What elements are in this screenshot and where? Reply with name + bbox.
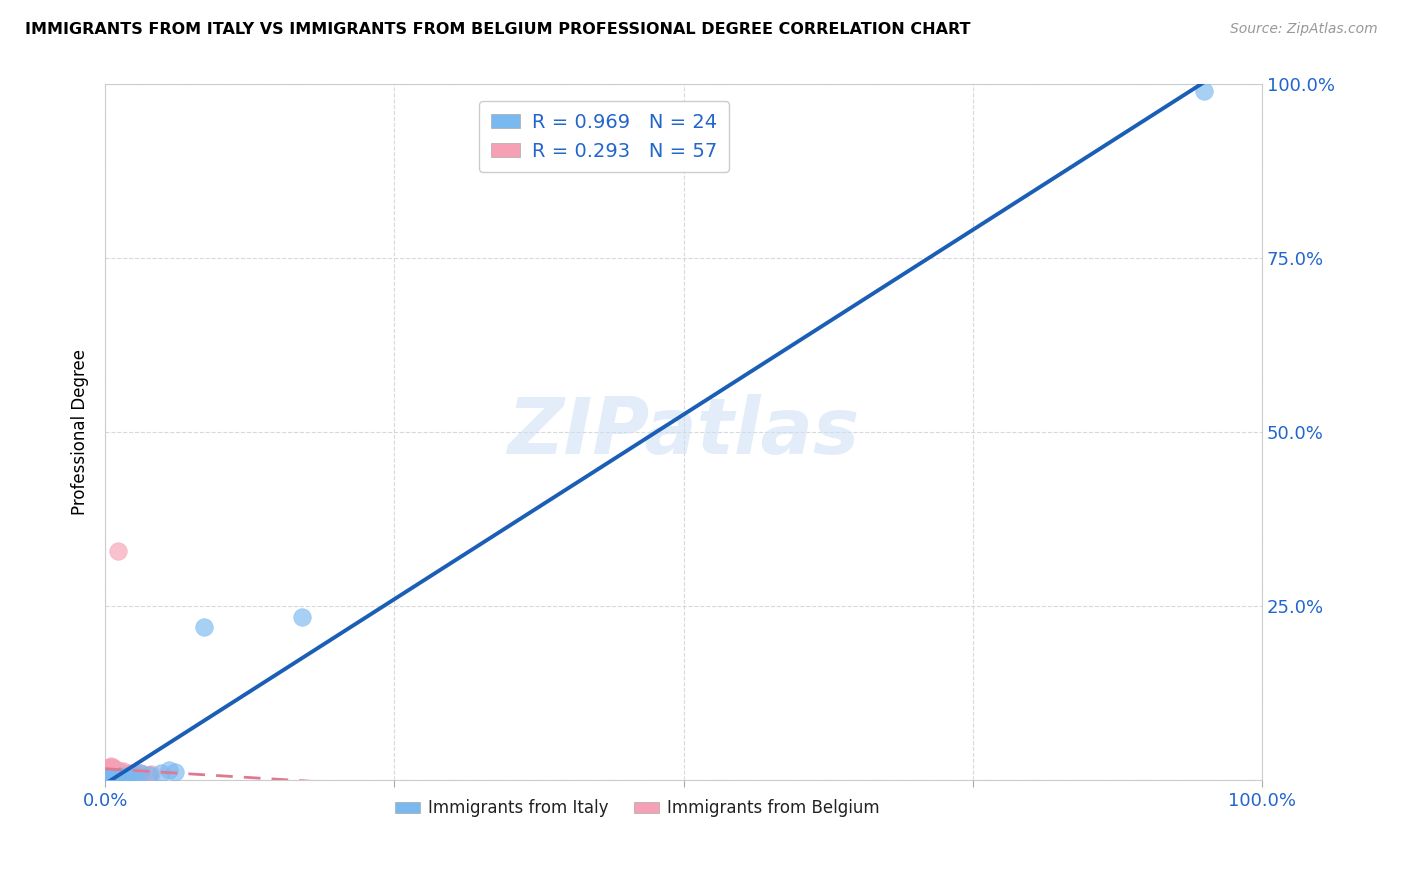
Point [98,771,121,785]
Point [96,761,118,775]
Point [103,769,125,783]
Point [120,768,142,782]
Point [124,766,146,780]
Point [110,769,132,783]
Text: ZIPatlas: ZIPatlas [508,394,859,470]
Point [103,762,125,776]
Point [149,766,172,780]
Point [107,543,129,558]
Point [103,765,125,780]
Point [115,768,138,782]
Point [122,768,145,782]
Point [105,765,128,780]
Point [96,771,118,785]
Point [98,764,121,779]
Point [117,768,139,782]
Text: Source: ZipAtlas.com: Source: ZipAtlas.com [1230,22,1378,37]
Point [96,766,118,780]
Point [103,761,125,775]
Point [107,768,129,782]
Point [103,770,125,784]
Point [138,768,160,782]
Point [100,771,122,785]
Point [98,771,121,785]
Point [104,764,127,779]
Point [121,767,143,781]
Point [103,764,125,779]
Point [1192,84,1215,98]
Point [97,764,120,778]
Point [111,764,134,779]
Point [96,771,118,785]
Point [107,771,129,785]
Point [100,763,122,777]
Point [104,769,127,783]
Point [110,768,132,782]
Point [101,770,124,784]
Point [115,767,138,781]
Point [291,609,314,624]
Point [193,620,215,634]
Point [98,760,121,774]
Point [122,768,145,782]
Point [105,770,128,784]
Point [100,771,122,785]
Point [110,768,132,782]
Point [103,771,125,785]
Point [96,768,118,782]
Point [98,768,121,782]
Point [120,770,142,784]
Point [112,767,135,781]
Point [100,767,122,781]
Point [96,771,118,785]
Point [107,764,129,779]
Point [114,768,136,782]
Legend: Immigrants from Italy, Immigrants from Belgium: Immigrants from Italy, Immigrants from B… [388,793,886,824]
Point [101,762,124,776]
Point [97,770,120,784]
Point [108,764,131,779]
Point [97,771,120,785]
Point [127,767,149,781]
Y-axis label: Professional Degree: Professional Degree [72,350,89,516]
Point [97,761,120,775]
Point [100,759,122,773]
Text: IMMIGRANTS FROM ITALY VS IMMIGRANTS FROM BELGIUM PROFESSIONAL DEGREE CORRELATION: IMMIGRANTS FROM ITALY VS IMMIGRANTS FROM… [25,22,970,37]
Point [97,767,120,781]
Point [101,766,124,780]
Point [157,763,180,777]
Point [97,772,120,786]
Point [96,772,118,786]
Point [132,767,155,781]
Point [108,769,131,783]
Point [105,770,128,784]
Point [163,764,186,779]
Point [111,768,134,782]
Point [110,764,132,778]
Point [96,764,118,779]
Point [138,768,160,782]
Point [129,766,152,780]
Point [141,767,163,781]
Point [115,769,138,783]
Point [118,766,141,780]
Point [101,770,124,784]
Point [111,771,134,785]
Point [96,769,118,783]
Point [129,766,152,780]
Point [103,771,125,785]
